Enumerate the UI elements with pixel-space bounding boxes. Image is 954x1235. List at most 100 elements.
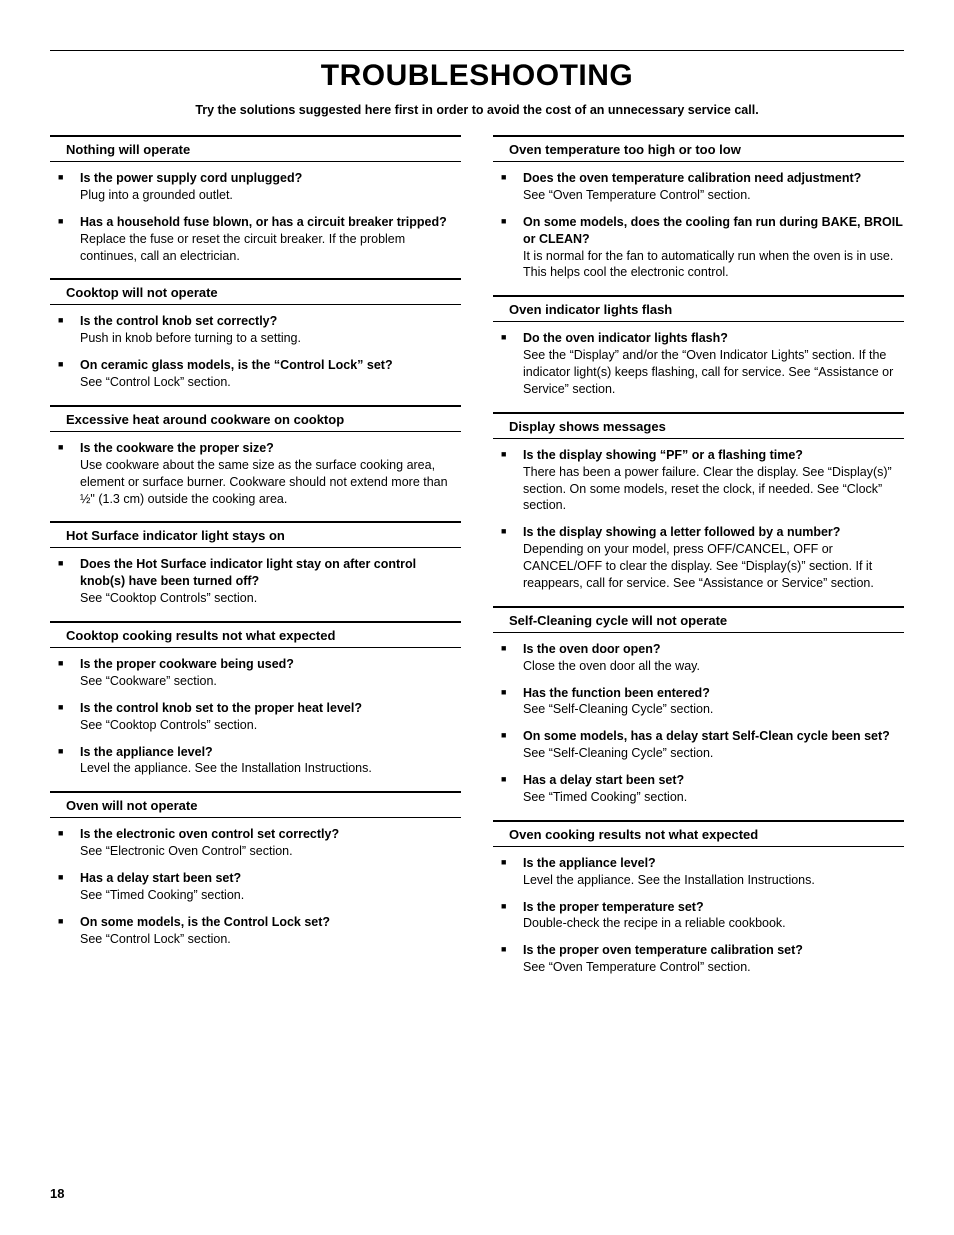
section: Display shows messages Is the display sho…: [493, 412, 904, 592]
item-question: On some models, does the cooling fan run…: [523, 215, 903, 246]
item-question: Has a household fuse blown, or has a cir…: [80, 215, 447, 229]
item-question: Is the proper cookware being used?: [80, 657, 294, 671]
page-number: 18: [50, 1186, 64, 1201]
item-list: Is the cookware the proper size? Use cook…: [50, 432, 461, 508]
list-item: Is the proper oven temperature calibrati…: [501, 942, 904, 976]
section: Oven indicator lights flash Do the oven i…: [493, 295, 904, 398]
item-list: Is the display showing “PF” or a flashin…: [493, 439, 904, 592]
section-heading: Excessive heat around cookware on cookto…: [50, 405, 461, 432]
item-answer: It is normal for the fan to automaticall…: [523, 249, 893, 280]
list-item: Is the oven door open? Close the oven doo…: [501, 641, 904, 675]
list-item: On some models, is the Control Lock set?…: [58, 914, 461, 948]
item-list: Is the proper cookware being used? See “C…: [50, 648, 461, 777]
item-answer: See “Control Lock” section.: [80, 932, 231, 946]
item-question: On some models, has a delay start Self-C…: [523, 729, 890, 743]
item-answer: Depending on your model, press OFF/CANCE…: [523, 542, 874, 590]
item-question: On some models, is the Control Lock set?: [80, 915, 330, 929]
item-list: Is the oven door open? Close the oven doo…: [493, 633, 904, 806]
item-answer: See “Cookware” section.: [80, 674, 217, 688]
section: Cooktop will not operate Is the control k…: [50, 278, 461, 391]
list-item: Has a delay start been set? See “Timed Co…: [501, 772, 904, 806]
item-answer: Level the appliance. See the Installatio…: [80, 761, 372, 775]
columns: Nothing will operate Is the power supply …: [50, 135, 904, 990]
list-item: On some models, does the cooling fan run…: [501, 214, 904, 282]
section-heading: Display shows messages: [493, 412, 904, 439]
section-heading: Cooktop will not operate: [50, 278, 461, 305]
item-question: Has the function been entered?: [523, 686, 710, 700]
section: Self-Cleaning cycle will not operate Is t…: [493, 606, 904, 806]
list-item: Has the function been entered? See “Self-…: [501, 685, 904, 719]
item-answer: See “Oven Temperature Control” section.: [523, 960, 751, 974]
item-question: On ceramic glass models, is the “Control…: [80, 358, 393, 372]
list-item: Does the Hot Surface indicator light sta…: [58, 556, 461, 607]
item-list: Is the electronic oven control set corre…: [50, 818, 461, 947]
list-item: Is the electronic oven control set corre…: [58, 826, 461, 860]
item-answer: See “Control Lock” section.: [80, 375, 231, 389]
item-question: Do the oven indicator lights flash?: [523, 331, 728, 345]
item-question: Has a delay start been set?: [523, 773, 684, 787]
item-answer: See “Self-Cleaning Cycle” section.: [523, 702, 713, 716]
section-heading: Self-Cleaning cycle will not operate: [493, 606, 904, 633]
item-question: Is the control knob set correctly?: [80, 314, 277, 328]
list-item: Is the display showing a letter followed…: [501, 524, 904, 592]
section-heading: Nothing will operate: [50, 135, 461, 162]
item-question: Is the electronic oven control set corre…: [80, 827, 339, 841]
item-question: Is the cookware the proper size?: [80, 441, 274, 455]
right-column: Oven temperature too high or too low Does…: [493, 135, 904, 990]
item-answer: There has been a power failure. Clear th…: [523, 465, 892, 513]
item-answer: Plug into a grounded outlet.: [80, 188, 233, 202]
page-title: TROUBLESHOOTING: [50, 59, 904, 93]
item-answer: See “Timed Cooking” section.: [80, 888, 244, 902]
list-item: Is the appliance level?Level the applian…: [58, 744, 461, 778]
item-question: Is the proper oven temperature calibrati…: [523, 943, 803, 957]
list-item: On some models, has a delay start Self-C…: [501, 728, 904, 762]
item-answer: Push in knob before turning to a setting…: [80, 331, 301, 345]
item-list: Does the Hot Surface indicator light sta…: [50, 548, 461, 607]
intro-text: Try the solutions suggested here first i…: [50, 103, 904, 117]
list-item: Is the control knob set correctly? Push i…: [58, 313, 461, 347]
section: Oven will not operateIs the electronic o…: [50, 791, 461, 947]
item-answer: Level the appliance. See the Installatio…: [523, 873, 815, 887]
left-column: Nothing will operate Is the power supply …: [50, 135, 461, 990]
item-answer: See “Oven Temperature Control” section.: [523, 188, 751, 202]
item-answer: Double-check the recipe in a reliable co…: [523, 916, 786, 930]
item-answer: See “Timed Cooking” section.: [523, 790, 687, 804]
item-question: Is the proper temperature set?: [523, 900, 704, 914]
list-item: Is the control knob set to the proper he…: [58, 700, 461, 734]
list-item: Is the appliance level?Level the applian…: [501, 855, 904, 889]
section-heading: Cooktop cooking results not what expecte…: [50, 621, 461, 648]
item-question: Has a delay start been set?: [80, 871, 241, 885]
list-item: Do the oven indicator lights flash? See t…: [501, 330, 904, 398]
list-item: Is the proper cookware being used? See “C…: [58, 656, 461, 690]
top-rule: [50, 50, 904, 51]
item-answer: See the “Display” and/or the “Oven Indic…: [523, 348, 893, 396]
item-answer: Use cookware about the same size as the …: [80, 458, 448, 506]
list-item: Is the power supply cord unplugged? Plug …: [58, 170, 461, 204]
item-question: Is the oven door open?: [523, 642, 661, 656]
item-question: Is the display showing a letter followed…: [523, 525, 840, 539]
section: Cooktop cooking results not what expecte…: [50, 621, 461, 777]
item-answer: Replace the fuse or reset the circuit br…: [80, 232, 405, 263]
list-item: Has a delay start been set? See “Timed Co…: [58, 870, 461, 904]
list-item: Is the cookware the proper size? Use cook…: [58, 440, 461, 508]
item-answer: See “Cooktop Controls” section.: [80, 591, 257, 605]
item-list: Do the oven indicator lights flash? See t…: [493, 322, 904, 398]
section: Nothing will operate Is the power supply …: [50, 135, 461, 264]
list-item: Is the display showing “PF” or a flashin…: [501, 447, 904, 515]
item-question: Is the power supply cord unplugged?: [80, 171, 302, 185]
item-answer: See “Cooktop Controls” section.: [80, 718, 257, 732]
section: Hot Surface indicator light stays onDoes…: [50, 521, 461, 607]
section: Oven temperature too high or too low Does…: [493, 135, 904, 281]
item-question: Is the control knob set to the proper he…: [80, 701, 362, 715]
list-item: On ceramic glass models, is the “Control…: [58, 357, 461, 391]
section-heading: Oven indicator lights flash: [493, 295, 904, 322]
item-answer: Close the oven door all the way.: [523, 659, 700, 673]
list-item: Is the proper temperature set? Double-che…: [501, 899, 904, 933]
list-item: Has a household fuse blown, or has a cir…: [58, 214, 461, 265]
section-heading: Oven temperature too high or too low: [493, 135, 904, 162]
item-question: Does the oven temperature calibration ne…: [523, 171, 861, 185]
section-heading: Oven cooking results not what expected: [493, 820, 904, 847]
item-list: Does the oven temperature calibration ne…: [493, 162, 904, 281]
item-answer: See “Electronic Oven Control” section.: [80, 844, 293, 858]
section: Excessive heat around cookware on cookto…: [50, 405, 461, 508]
